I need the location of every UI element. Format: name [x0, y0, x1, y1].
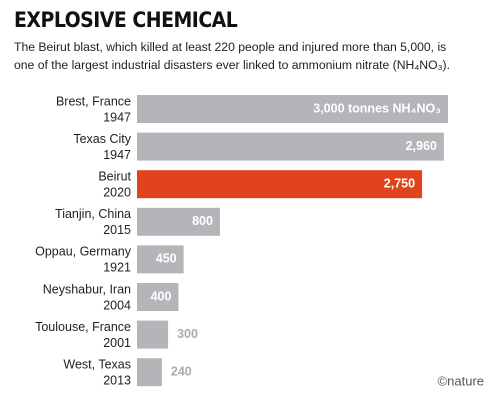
category-label: Toulouse, France	[35, 320, 131, 334]
value-label: 2,750	[384, 176, 415, 190]
source: ©nature	[438, 373, 484, 388]
value-label: 300	[177, 327, 198, 341]
bar	[137, 95, 448, 123]
category-label: Texas City	[73, 132, 131, 146]
value-label: 450	[156, 252, 177, 266]
bar	[137, 245, 184, 274]
chart-subtitle: The Beirut blast, which killed at least …	[14, 40, 451, 72]
category-year: 2015	[103, 223, 131, 237]
bar	[137, 207, 220, 236]
value-label: 240	[171, 364, 192, 378]
category-label: West, Texas	[63, 357, 131, 371]
category-year: 2020	[103, 185, 131, 199]
bar	[137, 170, 423, 199]
category-label: Beirut	[98, 169, 131, 183]
category-year: 1921	[103, 261, 131, 275]
value-label: 400	[151, 289, 172, 303]
category-label: Neyshabur, Iran	[43, 282, 131, 296]
value-label: 800	[192, 214, 213, 228]
category-year: 2004	[103, 298, 131, 312]
bar	[137, 358, 162, 387]
bar	[137, 320, 169, 349]
value-label: 2,960	[406, 139, 437, 153]
category-label: Tianjin, China	[55, 207, 131, 221]
chart-title: EXPLOSIVE CHEMICAL	[14, 8, 238, 32]
category-label: Oppau, Germany	[35, 245, 132, 259]
category-year: 1947	[103, 110, 131, 124]
category-year: 1947	[103, 148, 131, 162]
category-label: Brest, France	[56, 94, 131, 108]
bar	[137, 283, 179, 311]
category-year: 2001	[103, 336, 131, 350]
bar	[137, 132, 444, 161]
value-label: 3,000 tonnes NH₄NO₃	[313, 101, 441, 115]
category-year: 2013	[103, 373, 131, 387]
